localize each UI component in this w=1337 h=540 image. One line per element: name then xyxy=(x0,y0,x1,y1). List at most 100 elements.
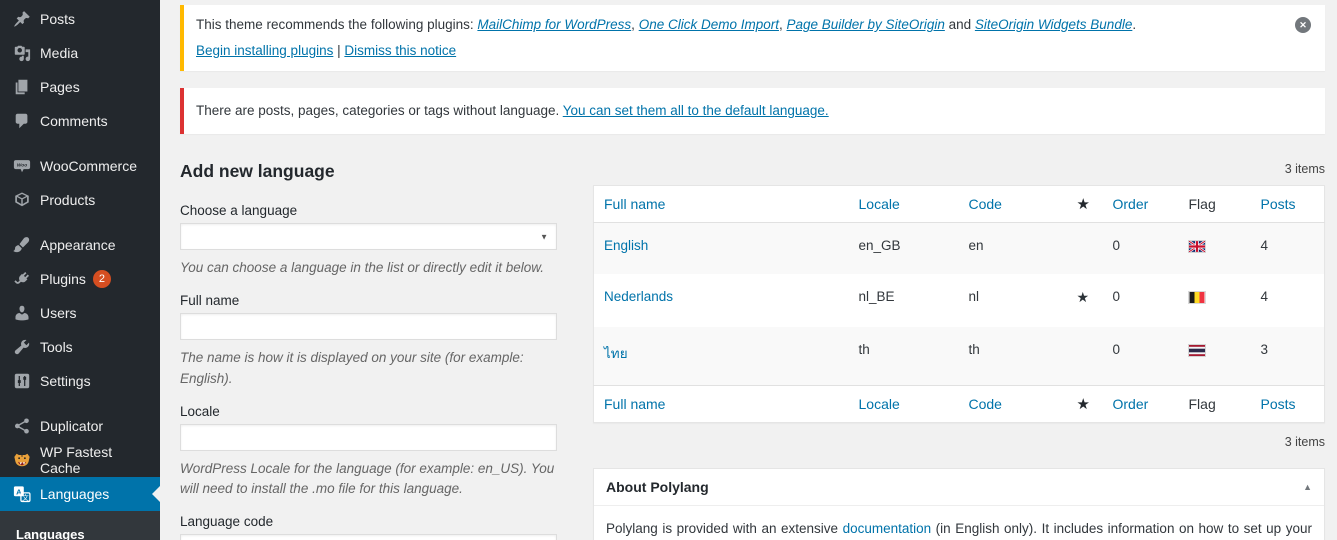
action-separator: | xyxy=(333,43,345,58)
full-name-description: The name is how it is displayed on your … xyxy=(180,350,524,386)
brush-icon xyxy=(12,235,32,255)
language-name-link[interactable]: English xyxy=(604,238,649,253)
sidebar-item-plugins[interactable]: Plugins 2 xyxy=(0,262,160,296)
submenu-item-languages[interactable]: Languages xyxy=(16,527,85,540)
about-polylang-header[interactable]: About Polylang ▲ xyxy=(594,469,1324,505)
sliders-icon xyxy=(12,371,32,391)
choose-language-select-wrap xyxy=(180,223,557,250)
language-name-cell: ไทย xyxy=(594,327,849,386)
sort-order[interactable]: Order xyxy=(1112,196,1149,212)
sidebar-item-tools[interactable]: Tools xyxy=(0,330,160,364)
order-cell: 0 xyxy=(1112,342,1121,357)
sidebar-item-products[interactable]: Products xyxy=(0,183,160,217)
notice-text-line: This theme recommends the following plug… xyxy=(196,15,1285,35)
plug-icon xyxy=(12,269,32,289)
language-row-en-gb: English en_GB en 0 4 xyxy=(593,222,1325,275)
admin-sidebar: Posts Media Pages Comments Woo WooCommerce Pro… xyxy=(0,0,160,540)
notice-text-line: There are posts, pages, categories or ta… xyxy=(196,101,1285,121)
sidebar-item-comments[interactable]: Comments xyxy=(0,104,160,138)
choose-language-select[interactable] xyxy=(180,223,557,250)
sidebar-item-label: WooCommerce xyxy=(40,158,137,174)
notice-text: There are posts, pages, categories or ta… xyxy=(196,103,563,118)
sidebar-item-users[interactable]: Users xyxy=(0,296,160,330)
full-name-field[interactable] xyxy=(180,313,557,341)
language-row-th: ไทย th th 0 3 xyxy=(593,327,1325,386)
sort-locale[interactable]: Locale xyxy=(858,196,900,212)
pin-icon xyxy=(12,9,32,29)
sidebar-item-label: Users xyxy=(40,305,77,321)
items-count-top: 3 items xyxy=(1284,162,1325,176)
sort-full-name[interactable]: Full name xyxy=(604,396,666,412)
sidebar-item-woocommerce[interactable]: Woo WooCommerce xyxy=(0,149,160,183)
plugin-link-siteorigin-widgets-bundle[interactable]: SiteOrigin Widgets Bundle xyxy=(974,17,1133,32)
svg-text:文: 文 xyxy=(22,493,29,502)
flag-cell xyxy=(1179,223,1251,275)
table-footer: Full name Locale Code ★ Order Flag Posts xyxy=(593,385,1325,423)
default-language-star-icon[interactable]: ★ xyxy=(1076,396,1090,413)
default-language-cell: ★ xyxy=(1067,274,1103,327)
locale-label: Locale xyxy=(180,403,220,419)
sidebar-item-posts[interactable]: Posts xyxy=(0,2,160,36)
uk-flag xyxy=(1187,239,1206,253)
no-language-notice: There are posts, pages, categories or ta… xyxy=(180,88,1325,134)
thailand-flag xyxy=(1187,343,1206,357)
sidebar-item-label: Languages xyxy=(40,486,110,502)
menu-separator xyxy=(0,398,160,409)
plugin-link-page-builder-by-siteorigin[interactable]: Page Builder by SiteOrigin xyxy=(786,17,945,32)
language-name-link[interactable]: ไทย xyxy=(604,346,628,361)
documentation-link[interactable]: documentation xyxy=(842,521,932,536)
posts-count-cell: 4 xyxy=(1260,289,1269,304)
sidebar-item-label: Pages xyxy=(40,79,80,95)
update-count-badge: 2 xyxy=(92,270,111,288)
plugin-link-one-click-demo-import[interactable]: One Click Demo Import xyxy=(638,17,779,32)
dismiss-this-notice-link[interactable]: Dismiss this notice xyxy=(344,43,457,58)
sort-posts[interactable]: Posts xyxy=(1260,396,1296,412)
share-icon xyxy=(12,416,32,436)
sidebar-item-duplicator[interactable]: Duplicator xyxy=(0,409,160,443)
media-icon xyxy=(12,43,32,63)
set-default-language-link[interactable]: You can set them all to the default lang… xyxy=(562,103,829,118)
sort-order[interactable]: Order xyxy=(1112,396,1149,412)
flag-column-header: Flag xyxy=(1188,196,1216,212)
sidebar-item-label: Comments xyxy=(40,113,108,129)
sidebar-item-settings[interactable]: Settings xyxy=(0,364,160,398)
sort-posts[interactable]: Posts xyxy=(1260,196,1296,212)
wrench-icon xyxy=(12,337,32,357)
code-cell: en xyxy=(968,238,984,253)
language-name-cell: English xyxy=(594,223,849,275)
sort-full-name[interactable]: Full name xyxy=(604,196,666,212)
about-text: (in English only). It includes informati… xyxy=(931,521,1312,536)
sidebar-item-appearance[interactable]: Appearance xyxy=(0,228,160,262)
items-count-bottom: 3 items xyxy=(1284,435,1325,449)
collapse-toggle-icon[interactable]: ▲ xyxy=(1303,482,1312,492)
sidebar-item-wp-fastest-cache[interactable]: WP Fastest Cache xyxy=(0,443,160,477)
locale-field[interactable] xyxy=(180,423,557,451)
svg-text:Woo: Woo xyxy=(17,163,27,169)
sidebar-item-media[interactable]: Media xyxy=(0,36,160,70)
dismiss-icon[interactable]: ✕ xyxy=(1295,17,1311,33)
languages-table-section: 3 items Full name Locale Code ★ Order Fl… xyxy=(593,159,1325,540)
order-cell: 0 xyxy=(1112,289,1121,304)
default-language-cell xyxy=(1067,327,1103,386)
sort-code[interactable]: Code xyxy=(968,396,1002,412)
sort-code[interactable]: Code xyxy=(968,196,1002,212)
order-cell: 0 xyxy=(1112,238,1121,253)
sort-locale[interactable]: Locale xyxy=(858,396,900,412)
locale-description: WordPress Locale for the language (for e… xyxy=(180,460,555,496)
sidebar-item-languages[interactable]: A 文 Languages xyxy=(0,477,160,511)
default-language-cell xyxy=(1067,223,1103,275)
form-title: Add new language xyxy=(180,161,335,181)
language-name-link[interactable]: Nederlands xyxy=(604,289,674,304)
begin-installing-plugins-link[interactable]: Begin installing plugins xyxy=(196,43,334,58)
choose-language-label: Choose a language xyxy=(180,203,298,218)
about-polylang-body: Polylang is provided with an extensive d… xyxy=(594,505,1324,540)
sidebar-item-label: Appearance xyxy=(40,237,116,253)
language-name-cell: Nederlands xyxy=(594,274,849,327)
about-polylang-box: About Polylang ▲ Polylang is provided wi… xyxy=(593,468,1325,540)
sidebar-item-pages[interactable]: Pages xyxy=(0,70,160,104)
default-language-star-icon[interactable]: ★ xyxy=(1076,196,1090,213)
plugin-link-mailchimp-for-wordpress[interactable]: MailChimp for WordPress xyxy=(477,17,632,32)
language-code-field[interactable] xyxy=(180,534,557,540)
sidebar-item-label: Plugins xyxy=(40,271,86,287)
